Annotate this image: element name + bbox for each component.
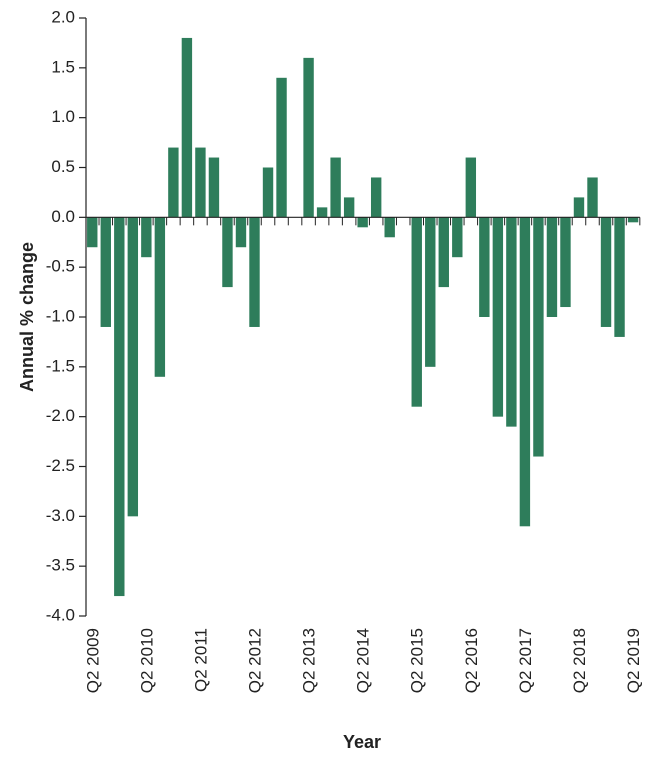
bar bbox=[114, 217, 125, 597]
bar bbox=[533, 217, 544, 457]
y-tick-label: 1.0 bbox=[51, 107, 75, 126]
x-tick-label: Q2 2019 bbox=[624, 628, 643, 693]
y-tick-label: 0.5 bbox=[51, 157, 75, 176]
bar bbox=[384, 217, 395, 238]
bar bbox=[154, 217, 166, 377]
bar bbox=[343, 197, 355, 218]
bar bbox=[627, 217, 639, 223]
bar bbox=[614, 217, 625, 337]
bar bbox=[168, 147, 179, 218]
y-axis-label: Annual % change bbox=[17, 242, 37, 392]
bar bbox=[87, 217, 98, 248]
y-tick-label: 1.5 bbox=[51, 57, 75, 76]
y-tick-label: -0.5 bbox=[46, 257, 75, 276]
x-tick-label: Q2 2014 bbox=[354, 628, 373, 693]
bar bbox=[127, 217, 139, 517]
bar bbox=[141, 217, 152, 258]
bar bbox=[411, 217, 422, 407]
x-tick-label: Q2 2015 bbox=[408, 628, 427, 693]
y-tick-label: -4.0 bbox=[46, 605, 75, 624]
bar bbox=[181, 37, 193, 218]
bar bbox=[316, 207, 328, 218]
bar bbox=[330, 157, 341, 218]
y-tick-label: -2.5 bbox=[46, 456, 75, 475]
x-tick-label: Q2 2017 bbox=[516, 628, 535, 693]
bar bbox=[506, 217, 517, 427]
y-tick-label: -3.0 bbox=[46, 506, 75, 525]
bar bbox=[600, 217, 612, 327]
bar bbox=[479, 217, 490, 317]
bar bbox=[587, 177, 598, 218]
bar bbox=[546, 217, 558, 317]
bar bbox=[303, 57, 314, 218]
bar bbox=[195, 147, 206, 218]
y-tick-label: 0.0 bbox=[51, 207, 75, 226]
x-tick-label: Q2 2010 bbox=[137, 628, 156, 693]
x-tick-label: Q2 2011 bbox=[191, 628, 210, 692]
bar bbox=[357, 217, 368, 228]
bar bbox=[573, 197, 585, 218]
bar bbox=[208, 157, 220, 218]
bar bbox=[452, 217, 463, 258]
y-tick-label: -1.0 bbox=[46, 306, 75, 325]
y-tick-label: -1.5 bbox=[46, 356, 75, 375]
bar bbox=[519, 217, 531, 527]
x-tick-label: Q2 2009 bbox=[83, 628, 102, 693]
bar bbox=[425, 217, 436, 367]
bar bbox=[222, 217, 233, 288]
bar bbox=[100, 217, 111, 327]
bar bbox=[235, 217, 247, 248]
x-tick-label: Q2 2016 bbox=[462, 628, 481, 693]
y-tick-label: -3.5 bbox=[46, 556, 75, 575]
x-tick-label: Q2 2018 bbox=[570, 628, 589, 693]
x-axis-label: Year bbox=[343, 732, 381, 752]
y-tick-label: -2.0 bbox=[46, 406, 75, 425]
bar bbox=[249, 217, 260, 327]
y-tick-label: 2.0 bbox=[51, 7, 75, 26]
x-tick-label: Q2 2013 bbox=[300, 628, 319, 693]
bar bbox=[465, 157, 477, 218]
bar bbox=[492, 217, 504, 417]
bar bbox=[370, 177, 382, 218]
bar bbox=[276, 77, 287, 218]
bar bbox=[438, 217, 449, 288]
bar bbox=[560, 217, 571, 308]
bar bbox=[262, 167, 274, 218]
x-tick-label: Q2 2012 bbox=[246, 628, 265, 693]
